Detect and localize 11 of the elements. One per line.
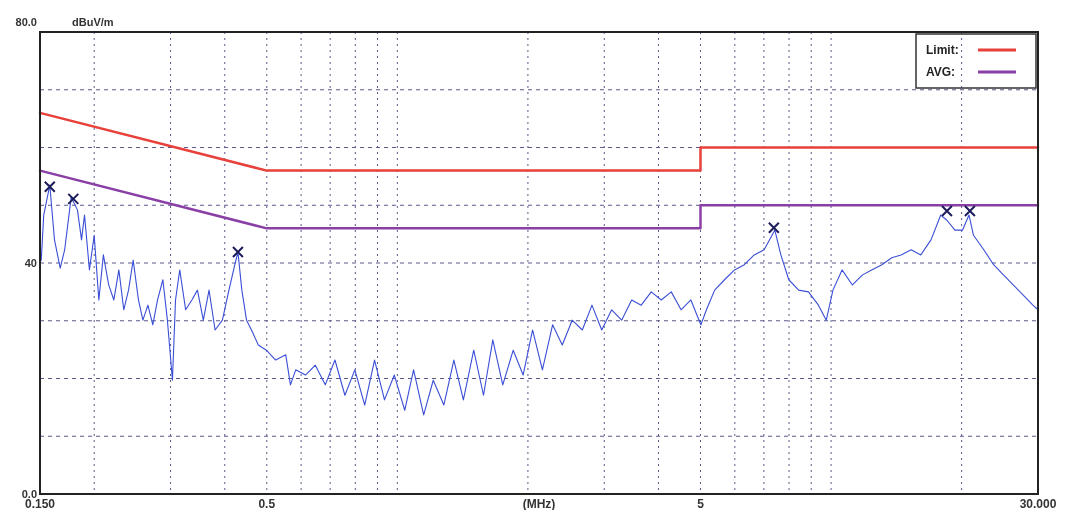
x-axis-title: (MHz) [522,497,556,511]
y-axis-title: dBuV/m [72,16,114,28]
legend-label: Limit: [926,43,959,57]
y-tick-label: 40 [24,257,37,269]
x-tick-label: 5 [697,497,705,511]
y-tick-label: 0.0 [21,488,37,500]
y-tick-label: 80.0 [15,16,37,28]
x-tick-label: 0.150 [24,497,56,511]
x-tick-label: 30.000 [1019,497,1057,511]
x-tick-label: 0.5 [258,497,276,511]
legend-label: AVG: [926,65,956,79]
